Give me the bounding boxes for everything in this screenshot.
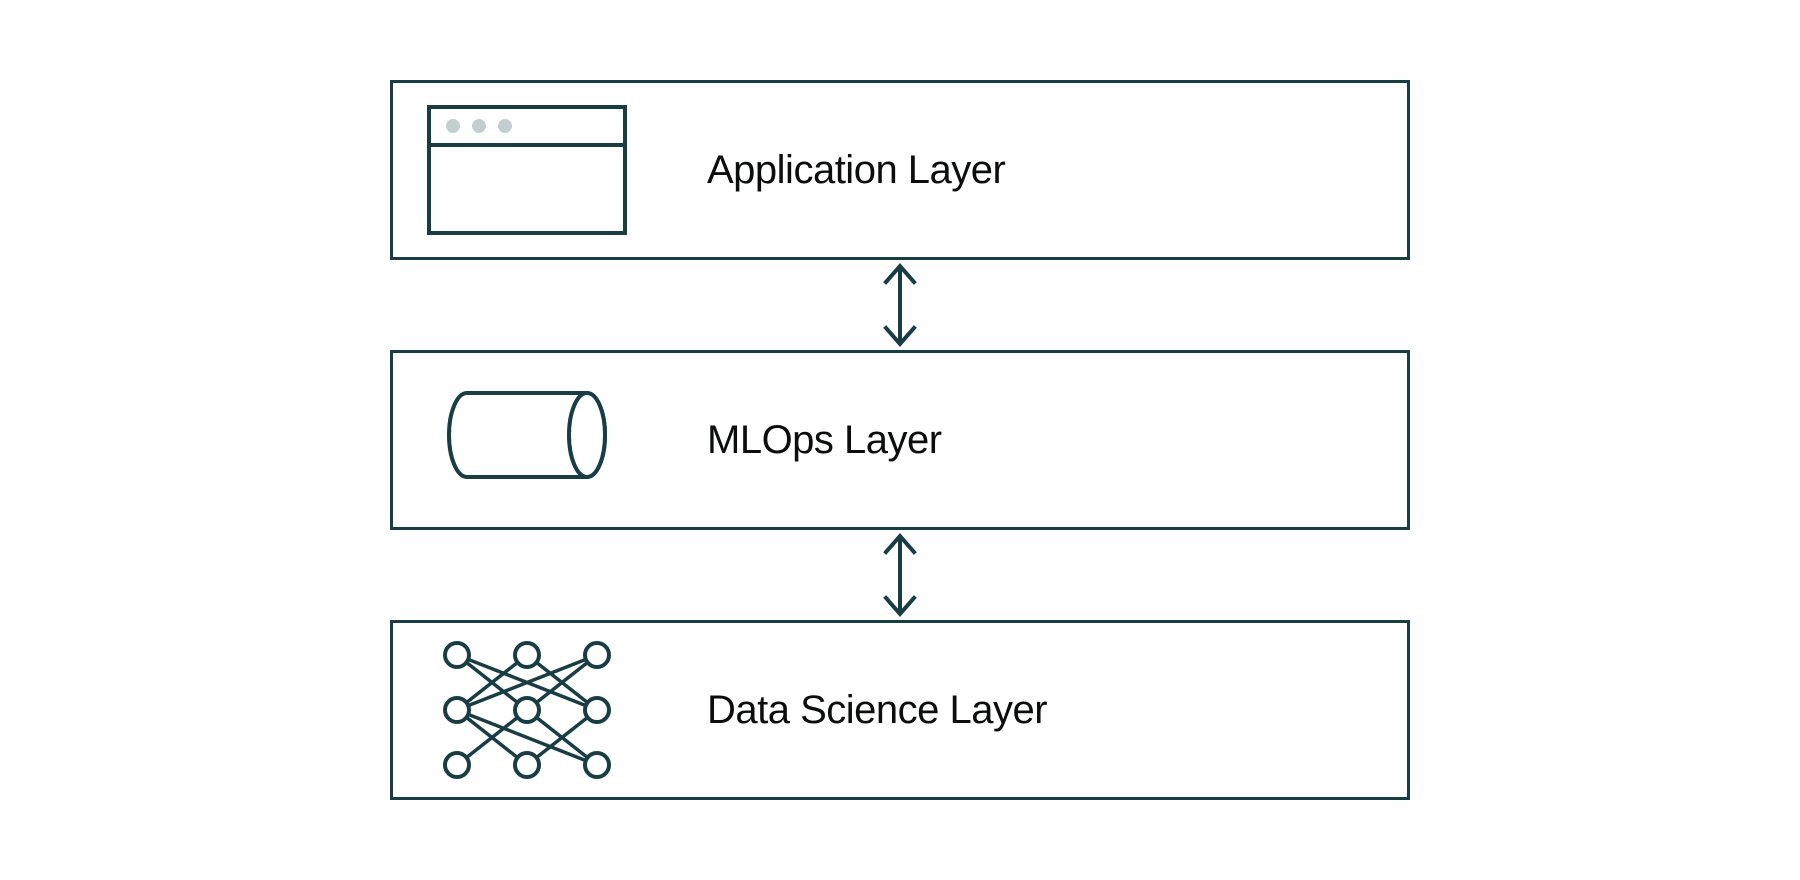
browser-window-icon <box>427 105 627 235</box>
layer-label-application: Application Layer <box>707 148 1005 193</box>
layer-stack: Application Layer MLOps Layer <box>390 80 1410 800</box>
bidirectional-arrow-icon <box>880 530 920 620</box>
layer-label-data-science: Data Science Layer <box>707 688 1047 733</box>
layer-application: Application Layer <box>390 80 1410 260</box>
layer-mlops: MLOps Layer <box>390 350 1410 530</box>
bidirectional-arrow-icon <box>880 260 920 350</box>
layer-data-science: Data Science Layer <box>390 620 1410 800</box>
cylinder-icon <box>427 375 627 505</box>
layer-label-mlops: MLOps Layer <box>707 418 942 463</box>
neural-net-icon <box>427 635 627 785</box>
